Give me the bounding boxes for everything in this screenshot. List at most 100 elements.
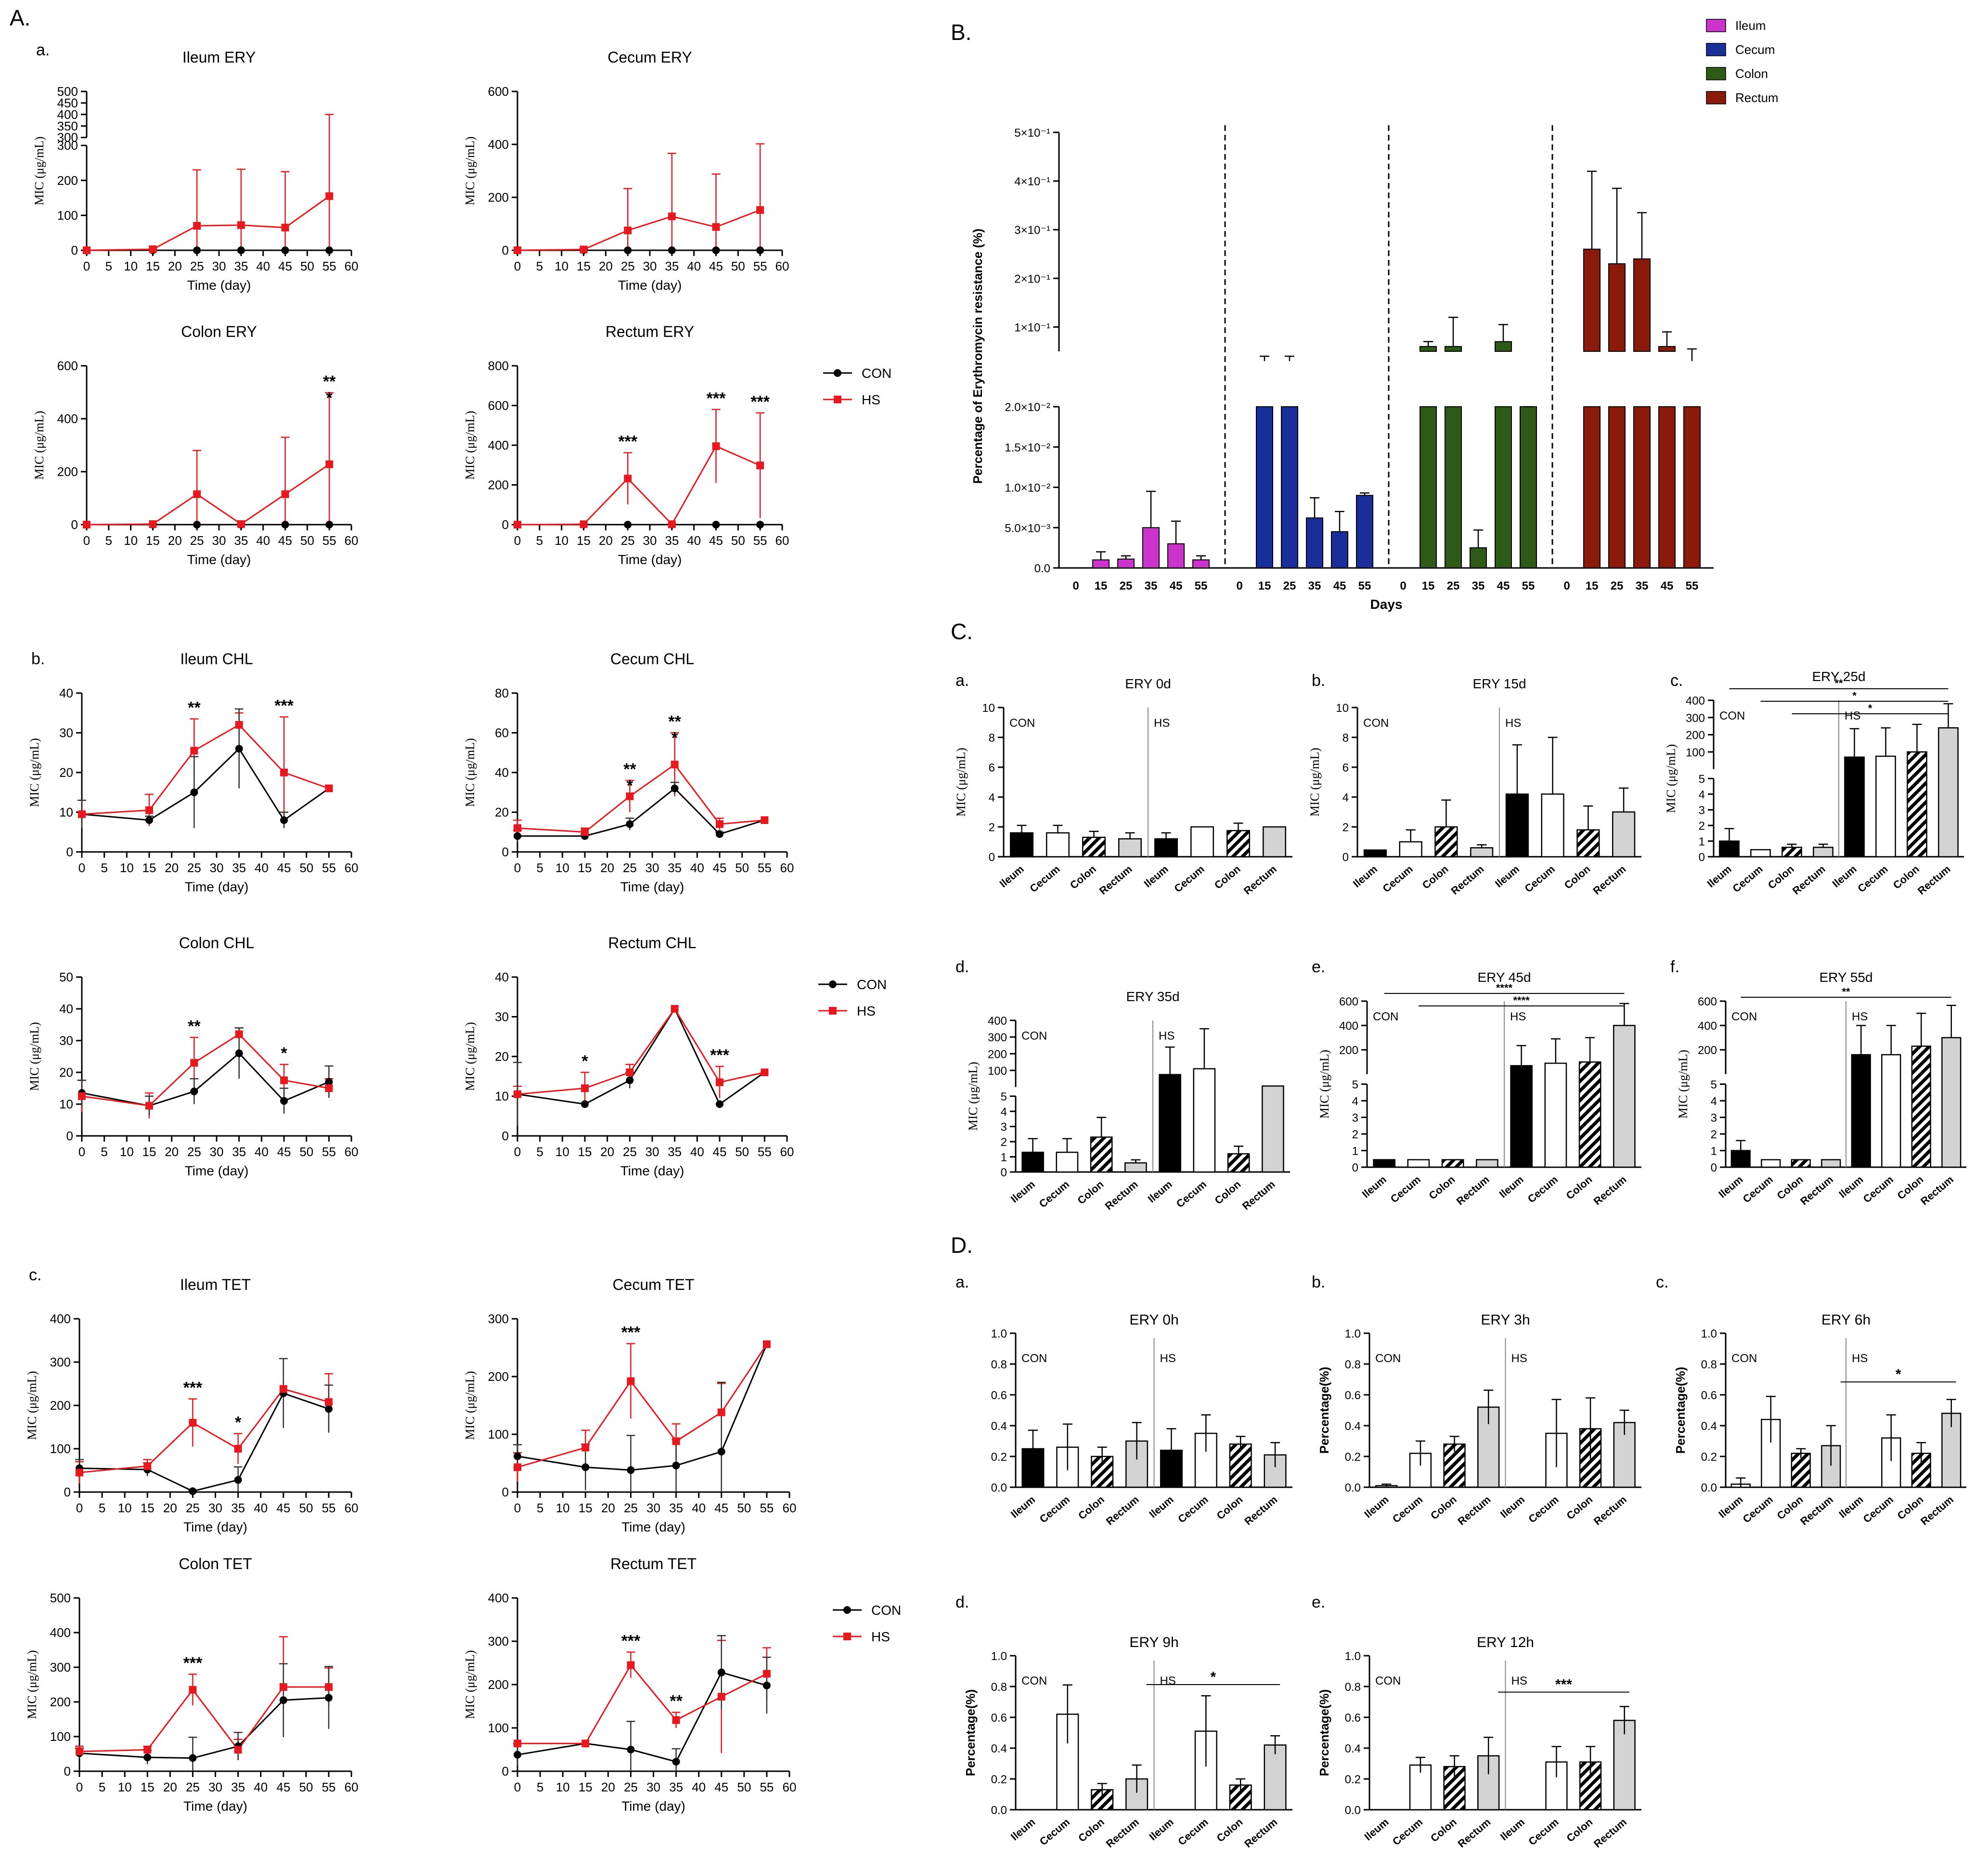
x-tick-label: Cecum bbox=[1175, 1816, 1210, 1848]
x-tick-label: 30 bbox=[646, 1780, 660, 1794]
x-tick-label: Cecum bbox=[1730, 863, 1765, 895]
y-tick-label: 5 bbox=[1352, 1079, 1358, 1092]
y-axis-label: Percentage(%) bbox=[963, 1689, 978, 1777]
x-tick-label: 10 bbox=[555, 861, 569, 875]
x-tick-label: 0 bbox=[78, 1145, 85, 1159]
bar bbox=[1193, 1068, 1216, 1173]
bar bbox=[1730, 1150, 1751, 1168]
hs-point bbox=[143, 1462, 152, 1470]
con-series-line bbox=[79, 1697, 329, 1759]
hs-point bbox=[235, 1030, 243, 1038]
hs-point bbox=[325, 460, 334, 468]
x-tick-label: 0 bbox=[76, 1780, 83, 1794]
x-tick-label: Ileum bbox=[1498, 1816, 1527, 1843]
x-tick-label: 35 bbox=[231, 1780, 245, 1794]
y-tick-label: 40 bbox=[59, 686, 73, 700]
x-tick-label: 40 bbox=[254, 1780, 268, 1794]
x-tick-label: 30 bbox=[643, 259, 657, 273]
x-tick-label: Ileum bbox=[1147, 1816, 1176, 1843]
line-chart-ileum-chl: 0 10 20 30 40 0 5 10 15 20 25 30 35 40 45 50 55 60 Ileum C… bbox=[27, 650, 358, 894]
x-tick-label: 0 bbox=[514, 1780, 521, 1794]
y-tick-label: 400 bbox=[57, 107, 78, 122]
sub-label-aa: a. bbox=[36, 41, 50, 59]
x-tick-label: 30 bbox=[208, 1780, 222, 1794]
y-tick-label: 2 bbox=[1343, 821, 1349, 834]
y-tick-label: 0.2 bbox=[991, 1451, 1007, 1464]
hs-series-line bbox=[517, 763, 765, 833]
y-tick-label: 300 bbox=[488, 1634, 509, 1648]
x-tick-label: Rectum bbox=[1590, 863, 1628, 897]
y-tick-label: 3×10⁻¹ bbox=[1014, 224, 1050, 237]
significance-star: * bbox=[627, 777, 633, 795]
hs-point bbox=[235, 721, 243, 729]
x-tick-label: 5 bbox=[101, 1145, 107, 1159]
x-tick-label: Colon bbox=[1428, 1816, 1459, 1844]
y-tick-label: 2 bbox=[989, 821, 995, 834]
y-tick-label: 200 bbox=[488, 1369, 509, 1384]
bar bbox=[1844, 756, 1865, 858]
significance-star: * bbox=[1852, 690, 1857, 702]
legend-hs-label: HS bbox=[862, 392, 880, 407]
bar bbox=[1264, 1454, 1287, 1488]
sub-label-ce: e. bbox=[1312, 958, 1326, 976]
x-tick-label: 40 bbox=[255, 861, 269, 875]
hs-point bbox=[712, 223, 720, 231]
group-label-hs: HS bbox=[1510, 1010, 1526, 1023]
x-tick-label: 60 bbox=[345, 259, 359, 273]
y-tick-label: 4×10⁻¹ bbox=[1014, 175, 1050, 188]
x-tick-label: 40 bbox=[255, 1145, 269, 1159]
x-tick-label: Colon bbox=[1564, 1816, 1595, 1844]
x-tick-label: Rectum bbox=[1454, 1173, 1492, 1208]
group-rectum: 0 15 25 35 45 55 bbox=[1563, 170, 1701, 592]
con-point bbox=[145, 816, 153, 824]
hs-series-line bbox=[81, 1033, 329, 1107]
bar bbox=[1875, 755, 1896, 858]
x-tick-label: 55 bbox=[323, 533, 336, 548]
x-tick-label: 30 bbox=[645, 861, 659, 875]
sub-label-dd: d. bbox=[955, 1593, 969, 1611]
bar bbox=[1576, 829, 1600, 858]
y-tick-label: 4 bbox=[1343, 791, 1349, 804]
bar bbox=[1476, 1159, 1498, 1168]
x-tick-label: 35 bbox=[665, 259, 679, 273]
y-tick-label: 500 bbox=[50, 1591, 71, 1605]
group-label-con: CON bbox=[1731, 1352, 1757, 1365]
hs-point bbox=[78, 1092, 86, 1100]
x-tick-label: 0 bbox=[514, 259, 521, 273]
hs-point bbox=[761, 1069, 769, 1076]
significance-star: *** bbox=[710, 1046, 729, 1065]
significance-star: *** bbox=[621, 1324, 641, 1342]
y-axis-label: MIC (μg/mL) bbox=[463, 136, 477, 205]
con-series-line bbox=[79, 1392, 329, 1492]
x-tick-label: Rectum bbox=[1591, 1173, 1629, 1208]
bar bbox=[1117, 558, 1135, 568]
x-tick-label: Colon bbox=[1420, 863, 1451, 891]
legend-con-label: CON bbox=[871, 1603, 901, 1618]
x-tick-label: 35 bbox=[231, 1501, 245, 1515]
x-tick-label: 40 bbox=[256, 533, 270, 548]
x-tick-label: Cecum bbox=[1526, 1816, 1561, 1848]
bar-lower bbox=[1683, 406, 1701, 568]
x-tick-label: 45 bbox=[709, 259, 723, 273]
hs-point bbox=[626, 1069, 634, 1076]
con-point bbox=[325, 1078, 333, 1086]
x-tick-label: Colon bbox=[1076, 1494, 1107, 1522]
y-tick-label: 1×10⁻¹ bbox=[1014, 321, 1050, 334]
legend-hs-marker bbox=[829, 1007, 837, 1015]
y-tick-label: 1 bbox=[1352, 1145, 1358, 1158]
x-tick-label: 45 bbox=[709, 533, 723, 548]
x-tick-label: Colon bbox=[1562, 863, 1593, 891]
bar-chart-ery-12h: 0.0 0.2 0.4 0.6 0.8 1.0 ERY 12h Percentage(%) CO… bbox=[1317, 1635, 1641, 1850]
y-axis-label: MIC (μg/mL) bbox=[463, 1371, 477, 1440]
x-tick-label: Rectum bbox=[1591, 1494, 1629, 1528]
y-tick-label: 4 bbox=[1001, 1106, 1007, 1119]
panel-label-c: C. bbox=[951, 619, 973, 644]
y-tick-label: 3 bbox=[1711, 1112, 1717, 1125]
group-label-con: CON bbox=[1021, 1030, 1047, 1043]
group-label-con: CON bbox=[1373, 1010, 1398, 1023]
x-tick-label: 25 bbox=[623, 861, 637, 875]
y-tick-label: 30 bbox=[59, 726, 73, 740]
